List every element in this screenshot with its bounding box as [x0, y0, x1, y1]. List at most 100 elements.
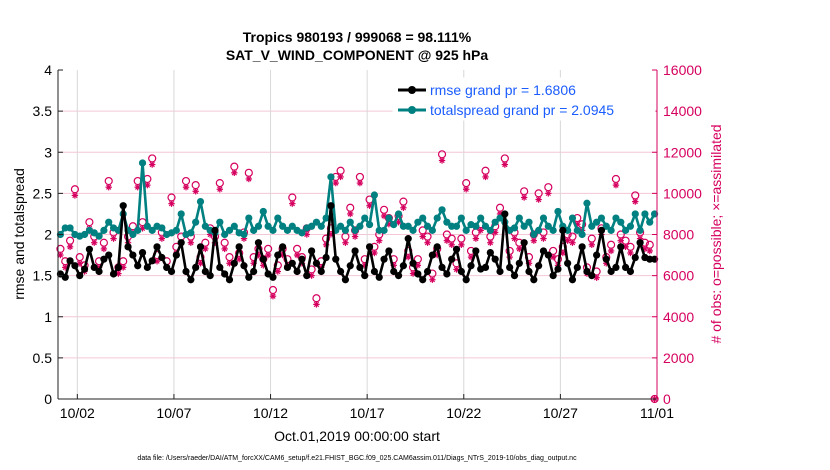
totalspread-point: [452, 222, 461, 230]
rmse-point: [201, 267, 209, 276]
rmse-point: [206, 272, 214, 280]
totalspread-point: [187, 229, 195, 237]
totalspread-point: [230, 222, 238, 230]
obs-assimilated-point: [192, 188, 199, 195]
rmse-point: [129, 251, 137, 259]
rmse-point: [549, 272, 557, 280]
totalspread-point: [617, 218, 625, 226]
totalspread-point: [327, 173, 335, 181]
obs-possible-point: [288, 193, 297, 202]
obs-possible-point: [99, 238, 108, 247]
obs-possible-point: [220, 238, 229, 247]
totalspread-point: [134, 226, 142, 234]
x-tick-label: 10/02: [60, 405, 95, 421]
legend-totalspread-marker: [408, 106, 416, 114]
rmse-point: [288, 259, 296, 267]
obs-assimilated-point: [511, 235, 518, 242]
rmse-point: [390, 267, 398, 276]
rmse-point: [423, 267, 432, 276]
obs-possible-point: [534, 189, 543, 198]
axes: 0 0.5 1 1.5 2 2.5 3 3.5 4 0 2000 4000 6000 8000 10000 1…: [33, 62, 703, 421]
totalspread-point: [264, 222, 272, 230]
x-tick-label: 10/07: [156, 405, 191, 421]
totalspread-point: [515, 214, 523, 222]
obs-possible-point: [215, 178, 224, 188]
star-stroke: [400, 205, 407, 211]
totalspread-point: [216, 218, 224, 226]
rmse-point: [467, 262, 475, 270]
totalspread-point: [641, 210, 649, 218]
rmse-point: [134, 262, 142, 270]
rmse-point: [631, 253, 639, 262]
star-stroke: [569, 240, 576, 246]
obs-possible-point: [423, 232, 432, 241]
rmse-point: [597, 226, 606, 234]
totalspread-point: [95, 232, 103, 240]
totalspread-point: [308, 222, 316, 230]
obs-assimilated-point: [520, 194, 528, 201]
rmse-point: [419, 276, 427, 284]
totalspread-point: [66, 224, 74, 232]
star-stroke: [516, 246, 522, 252]
y-tick-label: 3: [44, 144, 52, 160]
totalspread-point: [622, 226, 630, 234]
obs-assimilated-point: [148, 161, 156, 168]
obs-possible-point: [230, 162, 239, 171]
rmse-point: [506, 263, 514, 271]
star-stroke: [357, 180, 363, 186]
star-stroke: [429, 277, 436, 283]
totalspread-point: [646, 218, 654, 226]
y-right-tick-label: 12000: [663, 144, 702, 160]
rmse-point: [626, 267, 635, 276]
rmse-point: [119, 202, 127, 210]
rmse-point: [535, 262, 543, 270]
totalspread-point: [583, 199, 591, 207]
obs-possible-point: [621, 236, 630, 245]
obs-possible-point: [631, 191, 640, 200]
star-stroke: [289, 200, 295, 207]
star-stroke: [410, 270, 416, 277]
obs-possible-point: [611, 174, 621, 184]
totalspread-point: [298, 229, 306, 237]
star-stroke: [463, 186, 469, 192]
star-stroke: [91, 240, 97, 246]
obs-possible-point: [65, 236, 75, 245]
obs-possible-point: [167, 193, 176, 202]
rmse-point: [501, 210, 509, 218]
y-tick-label: 3.5: [33, 103, 53, 119]
rmse-point: [235, 243, 243, 251]
rmse-point: [510, 272, 519, 280]
totalspread-point: [496, 214, 504, 222]
totalspread-point: [312, 218, 321, 226]
totalspread-point: [394, 210, 403, 218]
star-stroke: [57, 252, 64, 258]
rmse-point: [564, 259, 572, 267]
star-stroke: [371, 250, 378, 256]
footnote: data file: /Users/raeder/DAI/ATM_forcXX/…: [137, 455, 577, 462]
obs-assimilated-point: [221, 245, 228, 253]
star-stroke: [502, 161, 508, 168]
star-stroke: [62, 264, 68, 271]
y-tick-label: 0: [44, 391, 52, 407]
rmse-point: [327, 202, 335, 210]
star-stroke: [308, 272, 315, 279]
rmse-point: [472, 247, 480, 255]
obs-possible-point: [104, 176, 113, 186]
legend: rmse grand pr = 1.6806 totalspread grand…: [392, 77, 656, 121]
y-axis-label: rmse and totalspread: [11, 168, 27, 300]
star-stroke: [560, 250, 566, 256]
legend-rmse-marker: [408, 86, 416, 94]
rmse-point: [172, 251, 180, 259]
obs-assimilated-point: [569, 239, 576, 246]
rmse-point: [153, 243, 161, 251]
rmse-point: [269, 273, 277, 281]
rmse-point: [105, 251, 113, 259]
rmse-point: [312, 259, 321, 267]
y-right-tick-label: 16000: [663, 62, 702, 78]
totalspread-point: [602, 222, 610, 230]
obs-possible-point: [244, 168, 253, 177]
obs-possible-point: [413, 255, 422, 264]
totalspread-point: [100, 226, 108, 234]
totalspread-point: [380, 226, 388, 234]
obs-possible-point: [481, 166, 490, 175]
